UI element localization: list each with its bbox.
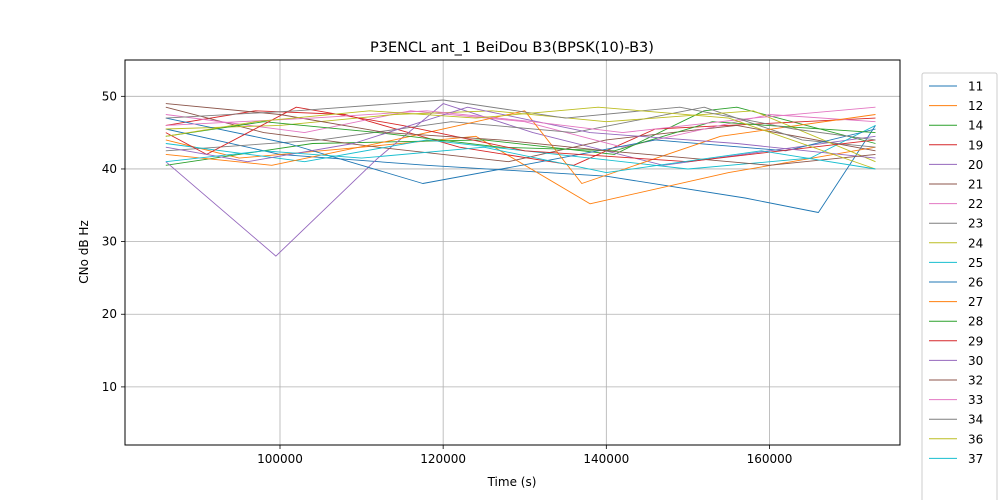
legend-label-21: 21 <box>968 178 983 192</box>
y-tick-label: 10 <box>102 380 117 394</box>
series-line-22 <box>165 110 876 148</box>
series-line-24 <box>165 110 876 163</box>
y-tick-label: 50 <box>102 89 117 103</box>
legend-label-32: 32 <box>968 374 983 388</box>
series-layer <box>165 99 876 257</box>
legend-label-34: 34 <box>968 413 983 427</box>
series-line-23 <box>165 106 876 152</box>
series-line-25 <box>165 124 876 170</box>
series-group <box>165 99 876 257</box>
series-line-36 <box>165 106 876 170</box>
series-line-20 <box>165 103 876 257</box>
series-line-14 <box>165 106 876 166</box>
x-tick-label: 100000 <box>257 452 303 466</box>
legend: 11 12 14 19 20 21 22 23 24 25 26 27 28 29 30 32 33 34 36 37 <box>921 72 998 500</box>
legend-label-22: 22 <box>968 197 983 211</box>
x-axis-label: Time (s) <box>487 475 537 489</box>
legend-label-19: 19 <box>968 138 983 152</box>
series-line-27 <box>165 110 876 184</box>
legend-label-23: 23 <box>968 217 983 231</box>
legend-label-20: 20 <box>968 158 983 172</box>
legend-items: 11 12 14 19 20 21 22 23 24 25 26 27 28 29 30 32 33 34 36 37 <box>929 80 983 466</box>
legend-label-30: 30 <box>968 354 983 368</box>
tick-layer: 100000 120000 140000 160000 10 20 30 40 50 <box>102 89 793 466</box>
y-tick-label: 40 <box>102 162 117 176</box>
legend-label-11: 11 <box>968 80 983 94</box>
legend-label-28: 28 <box>968 315 983 329</box>
y-tick-label: 20 <box>102 307 117 321</box>
x-tick-label: 140000 <box>583 452 629 466</box>
x-tick-label: 160000 <box>747 452 793 466</box>
series-line-37 <box>165 146 876 174</box>
series-line-34 <box>165 99 876 141</box>
chart-title: P3ENCL ant_1 BeiDou B3(BPSK(10)-B3) <box>370 40 654 56</box>
y-axis-label: CNo dB Hz <box>77 220 91 284</box>
legend-label-33: 33 <box>968 393 983 407</box>
legend-label-36: 36 <box>968 432 983 446</box>
legend-label-24: 24 <box>968 236 983 250</box>
series-line-26 <box>165 117 876 184</box>
legend-label-37: 37 <box>968 452 983 466</box>
legend-label-12: 12 <box>968 99 983 113</box>
series-line-33 <box>165 106 876 134</box>
series-line-32 <box>165 103 876 166</box>
legend-label-29: 29 <box>968 334 983 348</box>
x-tick-label: 120000 <box>420 452 466 466</box>
series-line-12 <box>165 135 876 205</box>
series-line-21 <box>165 106 876 163</box>
legend-frame <box>921 72 998 500</box>
grid-layer <box>125 60 900 445</box>
legend-label-14: 14 <box>968 119 983 133</box>
series-line-30 <box>165 106 876 163</box>
plot-frame <box>124 59 901 446</box>
legend-label-25: 25 <box>968 256 983 270</box>
legend-label-27: 27 <box>968 295 983 309</box>
series-line-28 <box>165 121 876 152</box>
legend-label-26: 26 <box>968 276 983 290</box>
y-tick-label: 30 <box>102 235 117 249</box>
